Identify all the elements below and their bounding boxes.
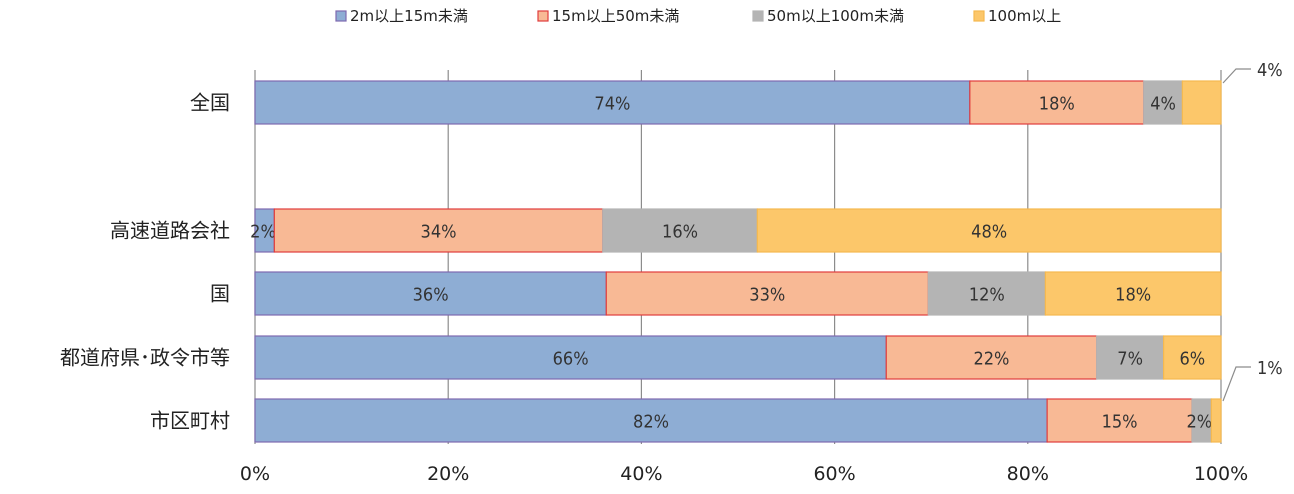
bar-segment: [254, 80, 971, 125]
x-tick-label: 80%: [1007, 463, 1049, 485]
gridlines: [254, 70, 1222, 444]
bar-segment: [756, 208, 1222, 253]
x-tick-label: 40%: [620, 463, 662, 485]
bar-segment: [254, 398, 1048, 443]
data-label: 18%: [1039, 94, 1075, 115]
legend-label: 100m以上: [988, 7, 1061, 25]
bar-segment: [605, 271, 929, 316]
data-label: 18%: [1115, 285, 1151, 306]
legend-label: 15m以上50m未満: [552, 7, 679, 25]
callout-leader: [1222, 68, 1251, 84]
data-label: 15%: [1102, 412, 1138, 433]
legend-label: 2m以上15m未満: [350, 7, 468, 25]
category-label: 国: [210, 282, 230, 306]
legend-swatch: [335, 10, 347, 22]
data-label: 74%: [594, 94, 630, 115]
category-label: 都道府県･政令市等: [60, 346, 230, 370]
legend-swatch: [752, 10, 764, 22]
bar-segment: [254, 335, 887, 380]
callouts: 4% 1%: [1222, 60, 1283, 402]
bar-segment: [1046, 398, 1193, 443]
callout-label: 4%: [1257, 60, 1283, 81]
bar-segment: [1181, 80, 1222, 125]
bar-segment: [254, 271, 607, 316]
callout-label: 1%: [1257, 358, 1283, 379]
bars: 74% 18% 4% 2% 34% 16% 48% 36% 33% 12% 18% 66% 22% 7% 6…: [250, 80, 1222, 443]
bar-segment: [1044, 271, 1222, 316]
data-label: 4%: [1150, 94, 1176, 115]
category-label: 高速道路会社: [110, 219, 230, 243]
category-label: 市区町村: [150, 409, 230, 433]
bar-segment: [1163, 335, 1222, 380]
data-label: 16%: [662, 222, 698, 243]
legend-swatch: [973, 10, 985, 22]
bar-segment: [1210, 398, 1222, 443]
data-label: 22%: [973, 349, 1009, 370]
bar-segment: [273, 208, 604, 253]
data-label: 48%: [971, 222, 1007, 243]
data-label: 2%: [250, 222, 276, 243]
callout-leader: [1222, 366, 1251, 402]
data-label: 6%: [1179, 349, 1205, 370]
x-tick-label: 0%: [240, 463, 270, 485]
data-label: 34%: [421, 222, 457, 243]
data-label: 66%: [553, 349, 589, 370]
legend-label: 50m以上100m未満: [767, 7, 904, 25]
x-axis-tick-labels: 0% 20% 40% 60% 80% 100%: [240, 463, 1248, 485]
data-label: 33%: [749, 285, 785, 306]
x-tick-label: 20%: [427, 463, 469, 485]
data-label: 36%: [413, 285, 449, 306]
bar-segment: [1096, 335, 1165, 380]
legend-swatch: [537, 10, 549, 22]
bar-segment: [602, 208, 758, 253]
bar-segment: [927, 271, 1046, 316]
legend: 2m以上15m未満 15m以上50m未満 50m以上100m未満 100m以上: [335, 7, 1061, 25]
data-label: 7%: [1117, 349, 1143, 370]
x-tick-label: 100%: [1194, 463, 1248, 485]
category-label: 全国: [190, 91, 230, 115]
data-label: 2%: [1186, 412, 1212, 433]
data-label: 82%: [633, 412, 669, 433]
x-tick-label: 60%: [813, 463, 855, 485]
data-label: 12%: [969, 285, 1005, 306]
